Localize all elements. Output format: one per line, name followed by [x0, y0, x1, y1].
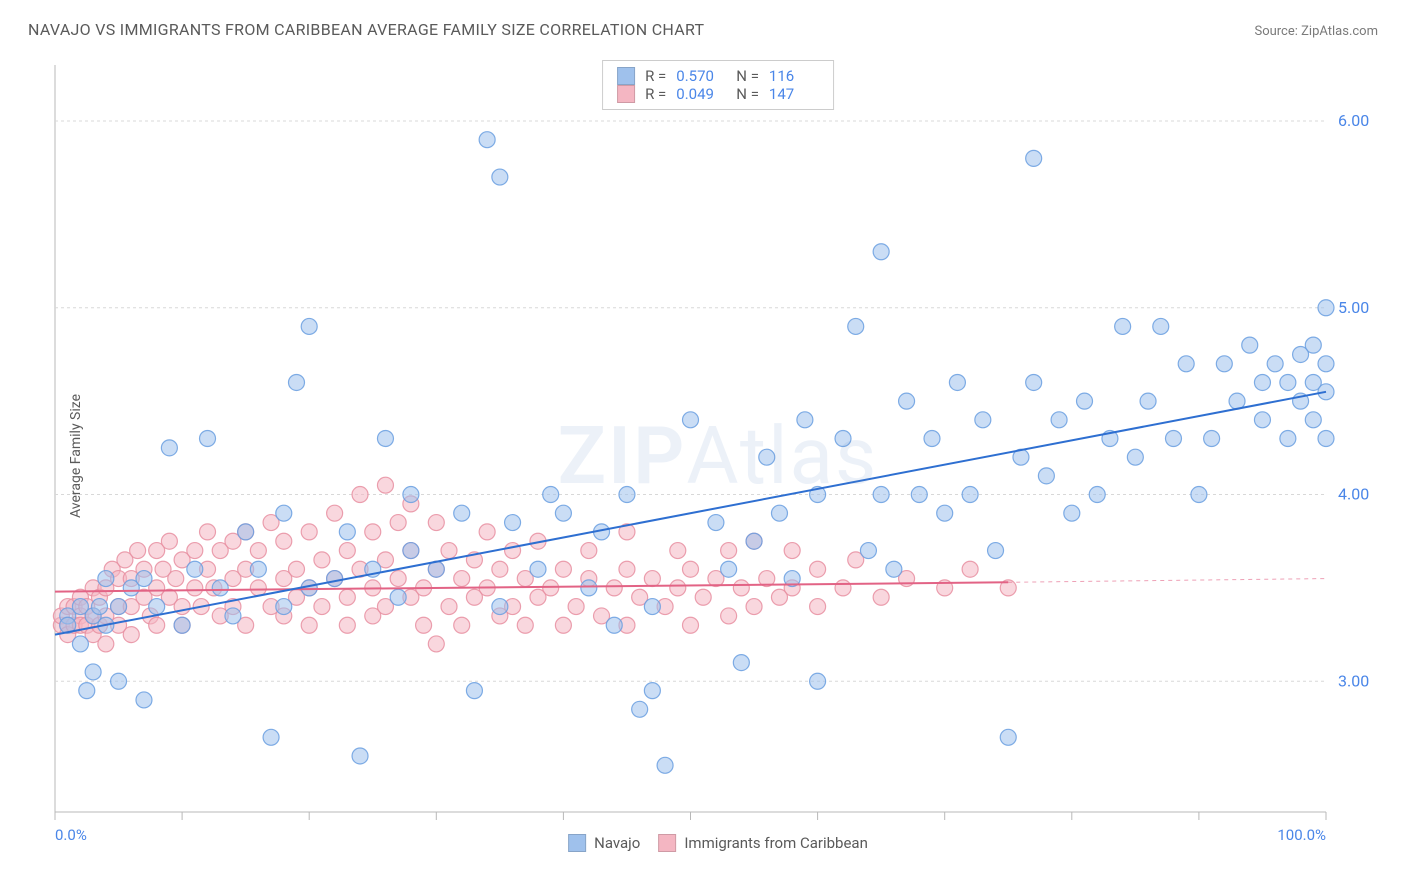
swatch-navajo: [568, 834, 586, 852]
swatch-caribbean: [658, 834, 676, 852]
scatter-svg: 3.00 4.00 5.00 6.00 0.0% 100.0%: [50, 60, 1386, 852]
n-value-navajo: 116: [769, 67, 819, 85]
n-value-caribbean: 147: [769, 85, 819, 103]
legend-item-navajo: Navajo: [568, 834, 640, 852]
n-label: N =: [736, 67, 759, 85]
chart-title: NAVAJO VS IMMIGRANTS FROM CARIBBEAN AVER…: [28, 20, 704, 39]
stats-row-navajo: R = 0.570 N = 116: [617, 67, 819, 85]
r-label: R =: [645, 67, 666, 85]
stats-box: R = 0.570 N = 116 R = 0.049 N = 147: [602, 60, 834, 110]
r-value-navajo: 0.570: [676, 67, 726, 85]
swatch-navajo: [617, 67, 635, 85]
svg-text:100.0%: 100.0%: [1277, 826, 1326, 844]
plot-area: Average Family Size 3.00 4.00 5.00 6.00 0.0%…: [50, 60, 1386, 852]
svg-text:6.00: 6.00: [1338, 111, 1369, 130]
y-axis-label: Average Family Size: [68, 394, 84, 518]
svg-text:5.00: 5.00: [1338, 298, 1369, 317]
chart-header: NAVAJO VS IMMIGRANTS FROM CARIBBEAN AVER…: [0, 0, 1406, 47]
bottom-legend: Navajo Immigrants from Caribbean: [568, 834, 868, 852]
legend-label-navajo: Navajo: [594, 834, 640, 852]
svg-text:4.00: 4.00: [1338, 485, 1369, 504]
r-label: R =: [645, 85, 666, 103]
n-label: N =: [736, 85, 759, 103]
svg-text:3.00: 3.00: [1338, 671, 1369, 690]
stats-row-caribbean: R = 0.049 N = 147: [617, 85, 819, 103]
r-value-caribbean: 0.049: [676, 85, 726, 103]
legend-label-caribbean: Immigrants from Caribbean: [684, 834, 868, 852]
swatch-caribbean: [617, 85, 635, 103]
svg-text:0.0%: 0.0%: [55, 826, 87, 844]
chart-source: Source: ZipAtlas.com: [1254, 24, 1378, 39]
legend-item-caribbean: Immigrants from Caribbean: [658, 834, 868, 852]
